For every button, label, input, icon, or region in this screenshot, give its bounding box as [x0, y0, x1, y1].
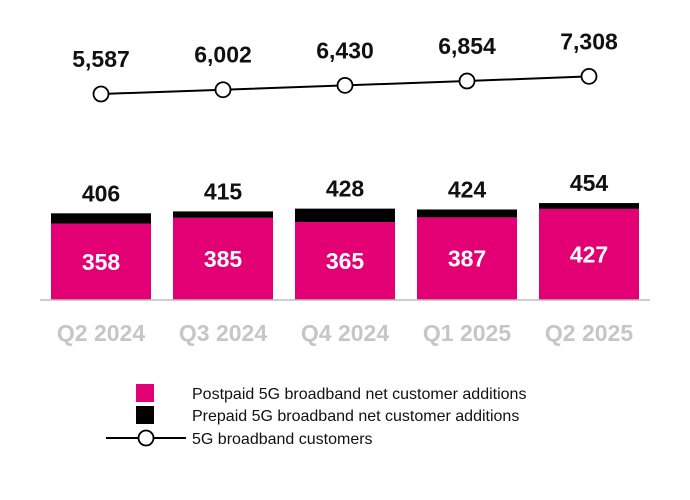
legend-line-marker [137, 429, 155, 447]
postpaid-bar-4 [417, 217, 517, 300]
customers-value-label-2: 6,002 [194, 42, 252, 68]
total-value-label-1: 406 [82, 180, 120, 206]
customers-point-2 [214, 81, 232, 99]
postpaid-bar-3 [295, 222, 395, 300]
legend-prepaid-swatch [136, 406, 154, 424]
customers-point-3 [336, 76, 354, 94]
legend-prepaid-label: Prepaid 5G broadband net customer additi… [192, 408, 519, 425]
customers-value-label-3: 6,430 [316, 37, 374, 63]
total-value-label-4: 424 [448, 176, 487, 202]
total-value-label-5: 454 [570, 170, 609, 196]
customers-point-5 [580, 67, 598, 85]
prepaid-bar-3 [295, 208, 395, 223]
customers-point-4 [458, 72, 476, 90]
customers-value-label-1: 5,587 [72, 46, 130, 72]
customers-value-label-4: 6,854 [438, 33, 496, 59]
x-tick-label-2: Q3 2024 [179, 320, 267, 346]
postpaid-value-label-1: 358 [82, 249, 121, 275]
legend-line-label: 5G broadband customers [192, 431, 373, 448]
x-tick-label-4: Q1 2025 [423, 320, 511, 346]
postpaid-bar-2 [173, 217, 273, 300]
postpaid-bar-1 [51, 223, 151, 300]
postpaid-value-label-5: 427 [570, 241, 608, 267]
customers-point-1 [92, 85, 110, 103]
prepaid-bar-1 [51, 213, 151, 224]
postpaid-value-label-3: 365 [326, 248, 365, 274]
legend: Postpaid 5G broadband net customer addit… [106, 384, 526, 448]
legend-postpaid-swatch [136, 384, 154, 402]
x-tick-label-3: Q4 2024 [301, 320, 389, 346]
customers-value-label-5: 7,308 [560, 28, 618, 54]
prepaid-bar-4 [417, 209, 517, 218]
x-tick-label-5: Q2 2025 [545, 320, 633, 346]
legend-postpaid-label: Postpaid 5G broadband net customer addit… [192, 386, 526, 403]
postpaid-bar-5 [539, 208, 639, 300]
total-value-label-2: 415 [204, 178, 243, 204]
prepaid-bar-2 [173, 211, 273, 218]
total-value-label-3: 428 [326, 176, 365, 202]
postpaid-value-label-2: 385 [204, 246, 243, 272]
prepaid-bar-5 [539, 203, 639, 209]
x-tick-label-1: Q2 2024 [57, 320, 145, 346]
postpaid-value-label-4: 387 [448, 246, 486, 272]
